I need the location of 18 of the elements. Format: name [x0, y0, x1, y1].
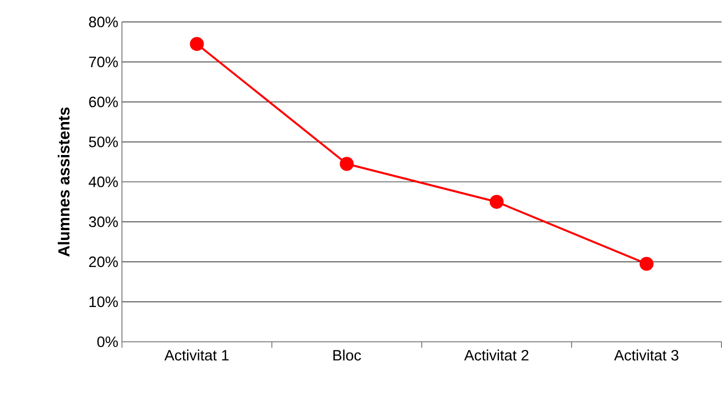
y-tick-label: 0%	[97, 336, 118, 348]
y-tick-label: 80%	[89, 16, 118, 28]
y-tick-label: 40%	[88, 176, 118, 188]
point	[340, 157, 354, 172]
point	[640, 256, 654, 271]
x-tick-label: Activitat 2	[464, 350, 528, 361]
point	[490, 195, 504, 209]
y-axis-title: Alumnes assistents	[58, 108, 70, 257]
y-tick-label: 20%	[89, 256, 118, 268]
x-tick-label: Activitat 1	[164, 350, 229, 361]
y-tick-label: 50%	[88, 136, 118, 148]
y-tick-label: 60%	[89, 96, 118, 108]
y-tick-label: 10%	[90, 296, 118, 308]
point	[190, 37, 204, 52]
y-tick-label: 30%	[88, 216, 118, 228]
x-tick-label: Bloc	[333, 350, 361, 361]
x-tick-label: Activitat 3	[614, 350, 678, 361]
y-tick-label: 70%	[89, 56, 118, 68]
